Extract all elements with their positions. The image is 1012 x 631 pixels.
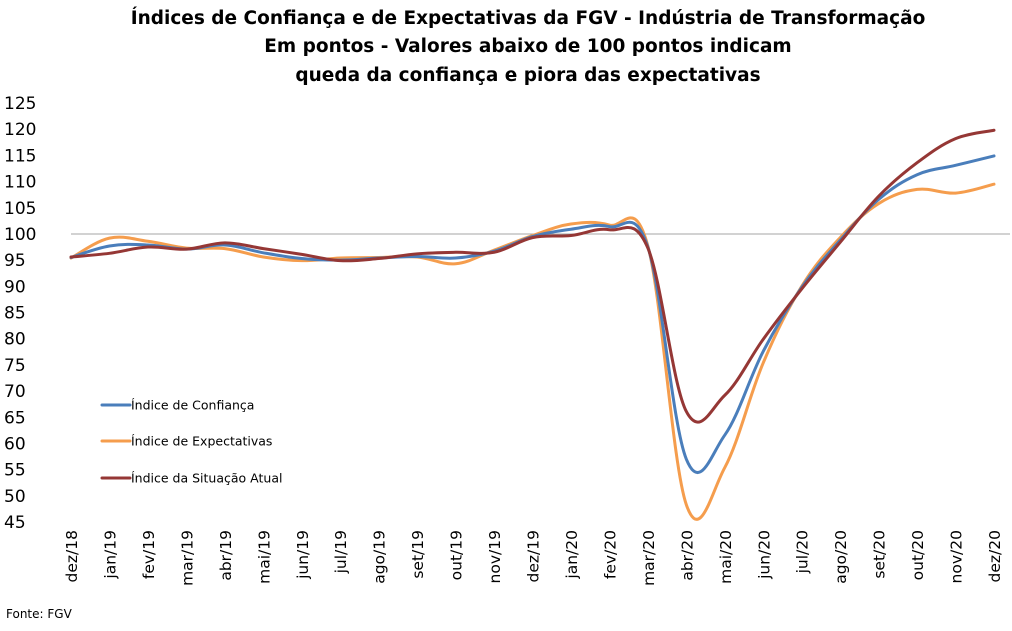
x-tick-label: jul/20: [794, 530, 812, 574]
y-tick-label: 60: [4, 434, 26, 454]
chart-title-line-2: Em pontos - Valores abaixo de 100 pontos…: [264, 36, 791, 57]
chart-title-line-1: Índices de Confiança e de Expectativas d…: [131, 7, 926, 29]
y-tick-label: 65: [4, 408, 26, 428]
x-tick-label: dez/18: [63, 530, 81, 582]
x-tick-label: mar/19: [178, 530, 196, 586]
x-tick-label: jul/19: [332, 530, 350, 574]
x-tick-label: abr/20: [678, 530, 696, 581]
legend-label-indice-de-confianca: Índice de Confiança: [131, 398, 254, 413]
x-tick-label: set/20: [871, 530, 889, 579]
x-tick-label: mai/20: [717, 530, 735, 584]
x-tick-label: mar/20: [640, 530, 658, 586]
legend: Índice de Confiança Índice de Expectativa…: [100, 398, 282, 486]
y-tick-label: 95: [4, 251, 26, 271]
series-lines: [69, 128, 996, 521]
series-line-indice-de-confianca: [69, 154, 996, 475]
y-axis: 125 120 115 110 105 100 95 90 85 80 75 70 65 60 55 50 45: [4, 94, 36, 533]
x-tick-label: abr/19: [217, 530, 235, 581]
x-tick-label: jun/19: [294, 530, 312, 580]
chart-title-line-3: queda da confiança e piora das expectati…: [295, 65, 760, 86]
x-tick-label: mai/19: [255, 530, 273, 584]
x-tick-label: nov/19: [486, 530, 504, 583]
x-tick-label: ago/19: [371, 530, 389, 584]
y-tick-label: 115: [4, 146, 36, 166]
x-tick-label: out/20: [909, 530, 927, 580]
y-tick-label: 70: [4, 382, 26, 402]
legend-label-indice-da-situacao-atual: Índice da Situação Atual: [131, 471, 282, 486]
x-tick-label: fev/20: [601, 530, 619, 579]
y-tick-label: 110: [4, 173, 36, 193]
x-tick-label: ago/20: [832, 530, 850, 584]
y-tick-label: 105: [4, 199, 36, 219]
y-tick-label: 75: [4, 356, 26, 376]
x-axis: dez/18 jan/19 fev/19 mar/19 abr/19 mai/19 jun/…: [63, 530, 1004, 586]
x-tick-label: jan/19: [101, 530, 119, 580]
y-tick-label: 50: [4, 487, 26, 507]
x-tick-label: jun/20: [755, 530, 773, 580]
chart-title: Índices de Confiança e de Expectativas d…: [131, 7, 926, 86]
y-tick-label: 85: [4, 304, 26, 324]
x-tick-label: jan/20: [563, 530, 581, 580]
series-line-indice-da-situacao-atual: [69, 128, 996, 424]
y-tick-label: 90: [4, 277, 26, 297]
x-tick-label: nov/20: [948, 530, 966, 583]
x-tick-label: dez/19: [525, 530, 543, 582]
y-tick-label: 120: [4, 120, 36, 140]
y-tick-label: 55: [4, 461, 26, 481]
x-tick-label: dez/20: [986, 530, 1004, 582]
y-tick-label: 100: [4, 225, 36, 245]
legend-label-indice-de-expectativas: Índice de Expectativas: [131, 434, 272, 449]
x-tick-label: out/19: [448, 530, 466, 580]
x-tick-label: set/19: [409, 530, 427, 579]
y-tick-label: 125: [4, 94, 36, 114]
source-note: Fonte: FGV: [6, 607, 73, 621]
y-tick-label: 80: [4, 330, 26, 350]
y-tick-label: 45: [4, 513, 26, 533]
series-line-indice-de-expectativas: [69, 182, 996, 521]
x-tick-label: fev/19: [140, 530, 158, 579]
